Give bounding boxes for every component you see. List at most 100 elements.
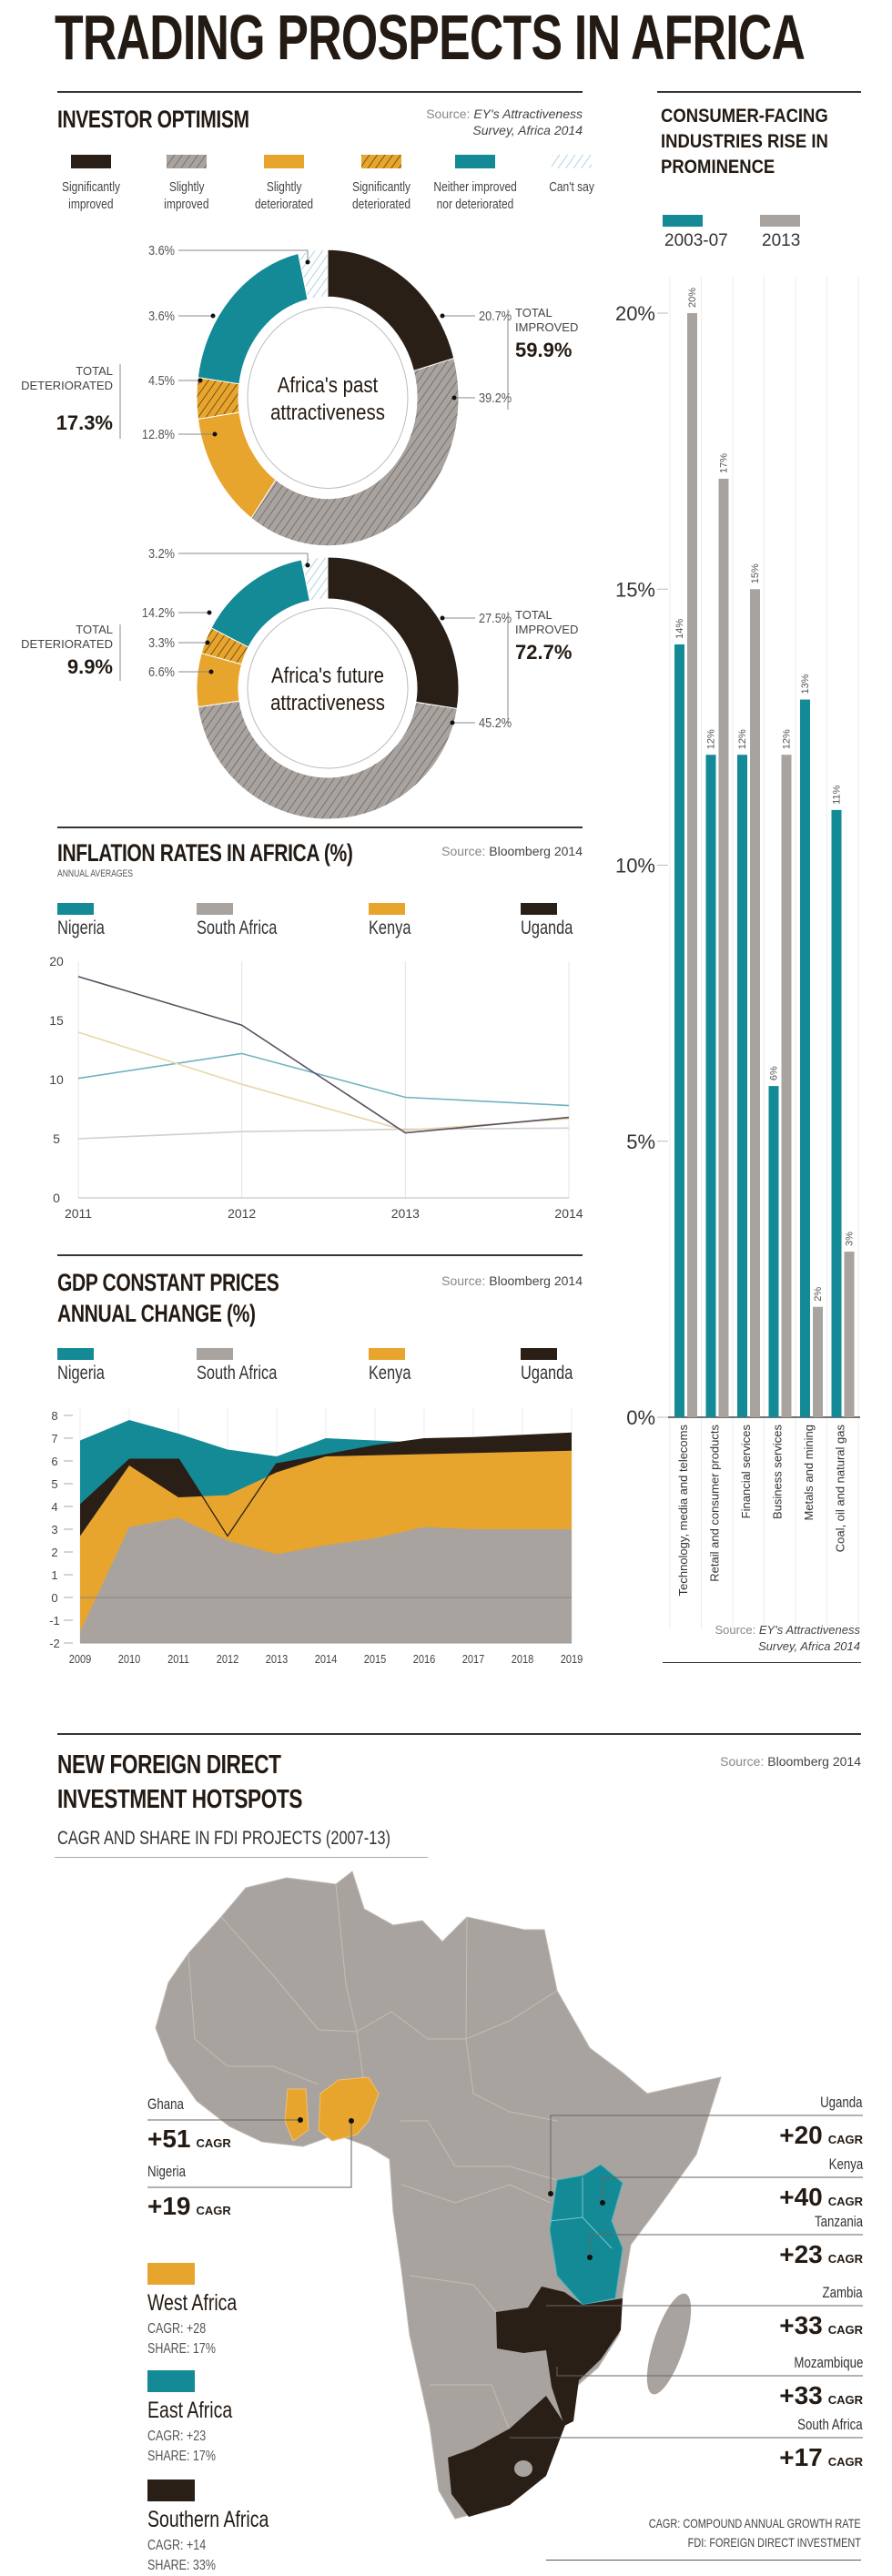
- donut-slice: [250, 357, 460, 547]
- x-tick-label: 2010: [118, 1652, 141, 1666]
- bar-2003-07: [768, 1086, 779, 1417]
- donut-charts: 20.7% 39.2% 12.8% 4.5% 3.6% 3.6% Africa's past…: [119, 242, 512, 820]
- leader-dot: [451, 395, 457, 401]
- donut-slice: [196, 377, 240, 421]
- y-tick-label: 7: [51, 1432, 57, 1445]
- legend-label: Can't say: [517, 178, 626, 213]
- ghana-shape: [284, 2088, 309, 2142]
- legend-swatch: [521, 1348, 557, 1360]
- section-divider: [663, 1662, 861, 1663]
- legend-swatch: [57, 903, 94, 915]
- fdi-title: NEW FOREIGN DIRECT INVESTMENT HOTSPOTS: [57, 1750, 303, 1814]
- legend-label-line: improved: [164, 197, 209, 212]
- y-tick-label: 10%: [615, 855, 655, 877]
- country-borders: [188, 1883, 558, 2431]
- region-share: SHARE: 17%: [147, 2449, 216, 2464]
- legend-swatch: [167, 155, 207, 168]
- bar-2003-07: [800, 699, 810, 1417]
- legend-label-line: deteriorated: [254, 197, 314, 212]
- total-label: DETERIORATED: [21, 637, 113, 651]
- inflation-source: Source: Bloomberg 2014: [441, 844, 583, 858]
- total-label: IMPROVED: [515, 623, 579, 636]
- bar-value-label: 12%: [737, 729, 748, 749]
- legend-swatch: [57, 1348, 94, 1360]
- country-cagr: +23 CAGR: [779, 2240, 863, 2269]
- donut-slice: [210, 559, 311, 648]
- bar-2003-07: [831, 809, 842, 1417]
- country-cagr: +19 CAGR: [147, 2192, 231, 2221]
- bar-2013: [813, 1306, 823, 1417]
- gdp-source: Source: Bloomberg 2014: [441, 1273, 583, 1288]
- country-name: Nigeria: [147, 2163, 197, 2181]
- bar-value-label: 17%: [719, 453, 730, 473]
- legend-swatch: [264, 155, 304, 168]
- slice-label: 14.2%: [142, 604, 175, 620]
- total-label: IMPROVED: [515, 320, 579, 334]
- total-deteriorated: TOTAL DETERIORATED: [21, 364, 113, 393]
- leader-dot: [208, 669, 214, 674]
- inflation-chart: 2011 2012 2013 2014 0 5 10 15 20: [49, 954, 583, 1221]
- bar-value-label: 6%: [769, 1066, 780, 1080]
- legend-swatch: [663, 215, 703, 227]
- legend-label: Uganda: [521, 918, 588, 939]
- region-swatch: [147, 2263, 195, 2285]
- region-swatch: [147, 2370, 195, 2392]
- legend-label: Nigeria: [57, 918, 118, 939]
- country-name-text: Nigeria: [147, 2163, 187, 2180]
- total-deteriorated-value: 17.3%: [56, 411, 113, 434]
- x-tick-label: 2014: [554, 1206, 583, 1221]
- bar-value-label: 2%: [813, 1287, 824, 1302]
- y-tick-label: 0: [51, 1591, 57, 1605]
- total-label: TOTAL: [515, 608, 552, 622]
- series-line-kenya: [77, 1031, 570, 1131]
- y-tick-label: 20: [49, 954, 64, 969]
- bar-2013: [750, 589, 760, 1417]
- donut-title: Africa's future: [271, 663, 384, 687]
- investor-source: Source: EY's Attractiveness Survey, Afric…: [426, 106, 583, 137]
- legend-swatch: [369, 903, 405, 915]
- legend-label-line: Neither improved: [433, 179, 517, 195]
- nigeria-shape: [318, 2076, 380, 2142]
- legend-label: Kenya: [369, 1363, 423, 1384]
- y-tick-label: 15%: [615, 578, 655, 601]
- country-name-text: Mozambique: [794, 2354, 863, 2371]
- bar-2003-07: [705, 755, 716, 1417]
- category-label: Business services: [771, 1425, 785, 1520]
- bar-2013: [718, 478, 729, 1418]
- series-area-south-africa: [80, 1517, 572, 1643]
- legend-label: Slightly improved: [132, 178, 241, 213]
- legend-series-name: Kenya: [369, 1363, 411, 1384]
- bar-chart: 0% 5% 10% 15% 20% 14% 20% Technology, media and…: [615, 277, 860, 1629]
- donut-inner-ring: [247, 607, 409, 769]
- country-name-text: Tanzania: [814, 2213, 863, 2230]
- x-tick-label: 2011: [65, 1206, 92, 1221]
- inflation-title: INFLATION RATES IN AFRICA (%): [57, 839, 353, 867]
- legend-label: Neither improved nor deteriorated: [421, 178, 530, 213]
- bar-value-label: 12%: [706, 729, 717, 749]
- subtitle-underline: [55, 1857, 428, 1858]
- donut-slice: [197, 700, 458, 820]
- east-africa-borders: [549, 2216, 613, 2249]
- bar-source: Source: EY's Attractiveness Survey, Afric…: [715, 1623, 860, 1653]
- legend-series-name: South Africa: [197, 918, 278, 938]
- x-tick-label: 2015: [364, 1652, 387, 1666]
- y-tick-label: 2: [51, 1546, 57, 1559]
- total-label: TOTAL: [515, 306, 552, 319]
- country-name-text: Zambia: [822, 2284, 863, 2301]
- bar-value-label: 20%: [687, 288, 698, 308]
- slice-label: 45.2%: [479, 715, 512, 730]
- x-tick-label: 2013: [391, 1206, 420, 1221]
- leader-dot: [198, 378, 203, 383]
- bar-value-label: 12%: [782, 729, 793, 749]
- legend-label: Nigeria: [57, 1363, 118, 1384]
- country-name: Uganda: [808, 2094, 863, 2112]
- bar-2003-07: [674, 644, 684, 1417]
- y-tick-label: 5: [51, 1477, 57, 1491]
- country-name: Mozambique: [775, 2354, 863, 2372]
- cagr-unit: CAGR: [827, 2455, 863, 2469]
- slice-label: 4.5%: [148, 372, 175, 388]
- leader-lines: [147, 2115, 863, 2439]
- category-label: Retail and consumer products: [708, 1425, 722, 1582]
- cagr-unit: CAGR: [827, 2323, 863, 2337]
- country-name-text: Kenya: [828, 2155, 863, 2173]
